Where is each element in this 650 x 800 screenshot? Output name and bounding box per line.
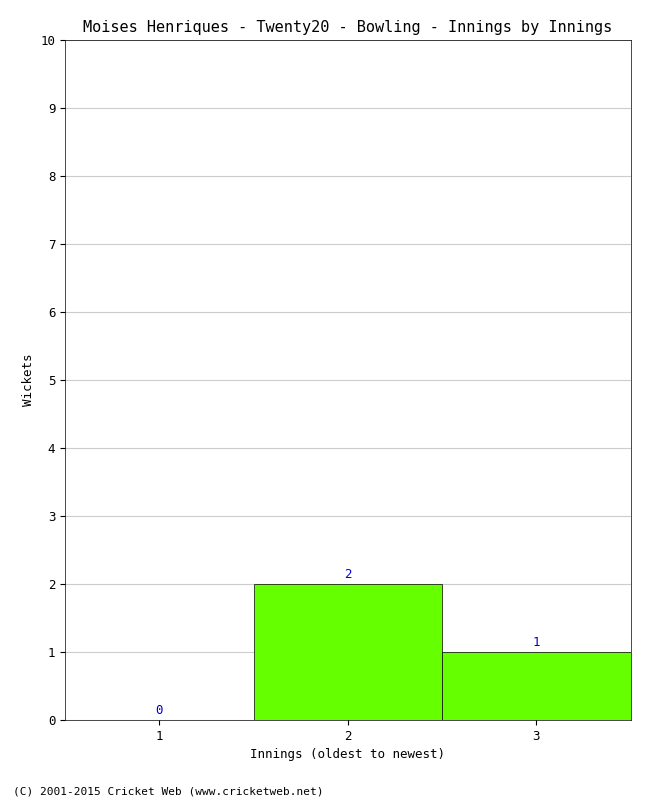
- Bar: [442, 652, 630, 720]
- Text: 0: 0: [155, 704, 163, 717]
- Bar: [254, 584, 442, 720]
- Text: 1: 1: [532, 635, 540, 649]
- Y-axis label: Wickets: Wickets: [21, 354, 34, 406]
- Text: (C) 2001-2015 Cricket Web (www.cricketweb.net): (C) 2001-2015 Cricket Web (www.cricketwe…: [13, 786, 324, 796]
- Title: Moises Henriques - Twenty20 - Bowling - Innings by Innings: Moises Henriques - Twenty20 - Bowling - …: [83, 20, 612, 34]
- X-axis label: Innings (oldest to newest): Innings (oldest to newest): [250, 748, 445, 762]
- Text: 2: 2: [344, 568, 352, 581]
